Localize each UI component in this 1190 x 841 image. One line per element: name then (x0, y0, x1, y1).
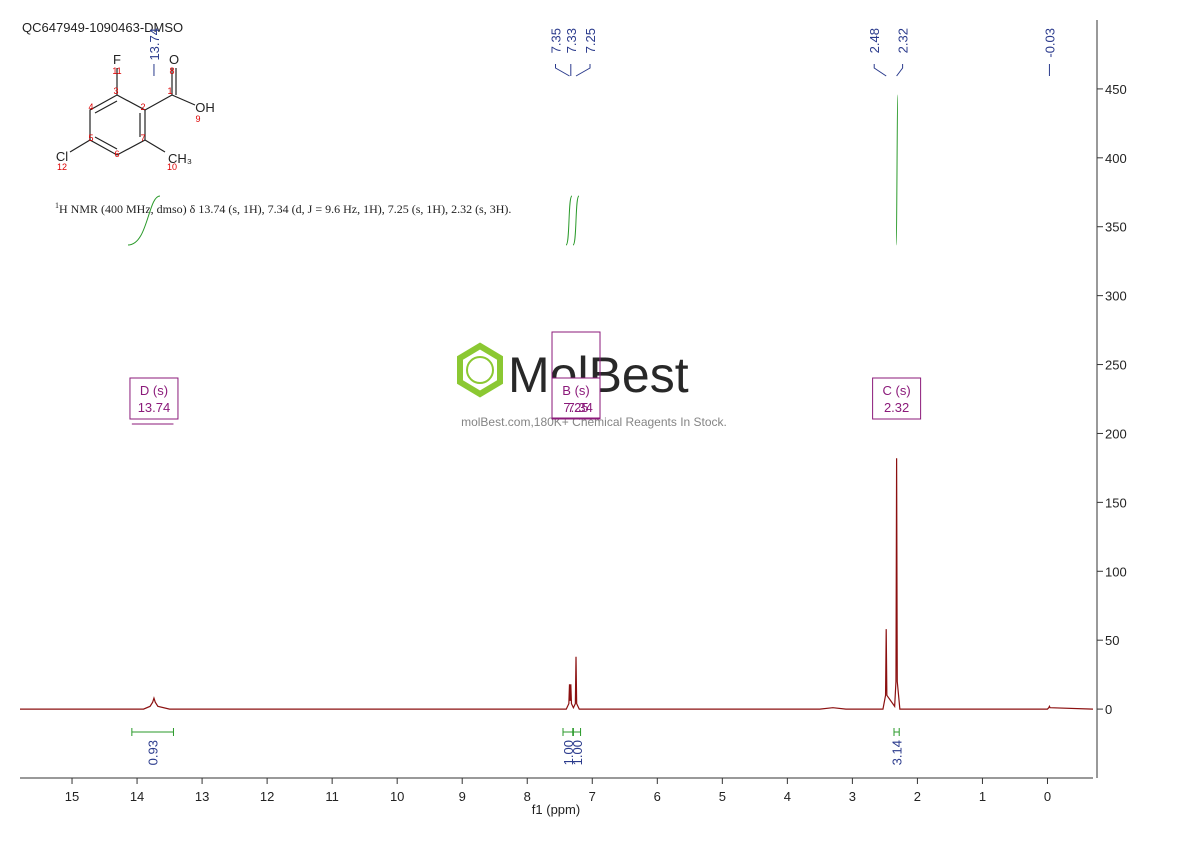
peak-connector (555, 64, 570, 77)
multiplet-shift: 13.74 (138, 400, 171, 415)
atom-number: 1 (167, 86, 172, 96)
y-tick-label: 100 (1105, 564, 1127, 579)
atom-number: 9 (195, 114, 200, 124)
peak-label: 7.25 (583, 28, 598, 53)
peak-label: 13.74 (147, 28, 162, 61)
x-tick-label: 8 (524, 789, 531, 804)
watermark: MolBest molBest.com,180K+ Chemical Reage… (457, 342, 727, 429)
atom-number: 5 (88, 133, 93, 143)
y-tick-label: 450 (1105, 82, 1127, 97)
integral-range (562, 728, 574, 736)
x-tick-label: 14 (130, 789, 144, 804)
atom-number: 7 (140, 133, 145, 143)
integral-label: 3.14 (890, 740, 905, 765)
peak-label: 7.35 (549, 28, 564, 53)
integral-curves (127, 94, 899, 246)
peak-label: 2.32 (896, 28, 911, 53)
y-tick-label: 0 (1105, 702, 1112, 717)
peak-label: 7.33 (564, 28, 579, 53)
multiplet-shift: 7.34 (568, 400, 593, 415)
atom-number: 2 (140, 102, 145, 112)
atom: O (169, 52, 179, 67)
integral-range (131, 728, 174, 736)
integral-range (572, 728, 582, 736)
x-tick-label: 5 (719, 789, 726, 804)
multiplet-shift: 7.25 (563, 400, 588, 415)
x-tick-label: 2 (914, 789, 921, 804)
multiplet-box (129, 377, 179, 420)
y-tick-label: 50 (1105, 633, 1119, 648)
atom: CH₃ (168, 151, 192, 166)
nmr-description: 1H NMR (400 MHz, dmso) δ 13.74 (s, 1H), … (55, 201, 511, 216)
multiplet-name: C (s) (883, 383, 911, 398)
x-tick-label: 6 (654, 789, 661, 804)
x-tick-label: 13 (195, 789, 209, 804)
atom: OH (195, 100, 215, 115)
atom: Cl (56, 149, 68, 164)
x-tick-label: 7 (589, 789, 596, 804)
x-tick-label: 9 (459, 789, 466, 804)
y-tick-label: 150 (1105, 495, 1127, 510)
y-tick-label: 300 (1105, 289, 1127, 304)
y-tick-label: 200 (1105, 426, 1127, 441)
x-tick-label: 12 (260, 789, 274, 804)
atom-number: 6 (114, 149, 119, 159)
x-tick-label: 10 (390, 789, 404, 804)
peak-connector (575, 64, 591, 77)
integral-label: 0.93 (146, 740, 161, 765)
atom-number: 11 (112, 66, 121, 76)
peak-connector (896, 64, 904, 77)
title: QC647949-1090463-DMSO (22, 20, 183, 35)
atom-number: 4 (88, 102, 93, 112)
x-tick-label: 3 (849, 789, 856, 804)
peak-label: 2.48 (867, 28, 882, 53)
multiplet-box (551, 331, 601, 419)
atom-number: 8 (169, 66, 174, 76)
atom: F (113, 52, 121, 67)
description-text: H NMR (400 MHz, dmso) δ 13.74 (s, 1H), 7… (59, 202, 511, 216)
multiplet-name: B (s) (562, 383, 589, 398)
peak-label: -0.03 (1042, 28, 1057, 58)
superscript: 1 (55, 201, 59, 210)
atom-number: 10 (167, 162, 177, 172)
x-tick-label: 0 (1044, 789, 1051, 804)
atom-number: 12 (57, 162, 67, 172)
x-tick-label: 15 (65, 789, 79, 804)
atom-number: 3 (113, 86, 118, 96)
y-tick-label: 400 (1105, 151, 1127, 166)
multiplet-shift: 2.32 (884, 400, 909, 415)
x-tick-label: 4 (784, 789, 791, 804)
molecule (69, 68, 196, 156)
peak-connector (873, 64, 887, 77)
watermark-text: molBest.com,180K+ Chemical Reagents In S… (461, 415, 727, 429)
integral-range (893, 728, 900, 736)
x-tick-label: 1 (979, 789, 986, 804)
integral-label: 1.00 (561, 740, 576, 765)
x-tick-label: 11 (325, 789, 339, 804)
y-tick-label: 350 (1105, 220, 1127, 235)
spectrum-line (20, 458, 1094, 710)
integral-label: 1.00 (570, 740, 585, 765)
x-axis-label: f1 (ppm) (532, 802, 580, 817)
multiplet-name: D (s) (140, 383, 168, 398)
multiplet-box (872, 377, 922, 420)
y-tick-label: 250 (1105, 358, 1127, 373)
